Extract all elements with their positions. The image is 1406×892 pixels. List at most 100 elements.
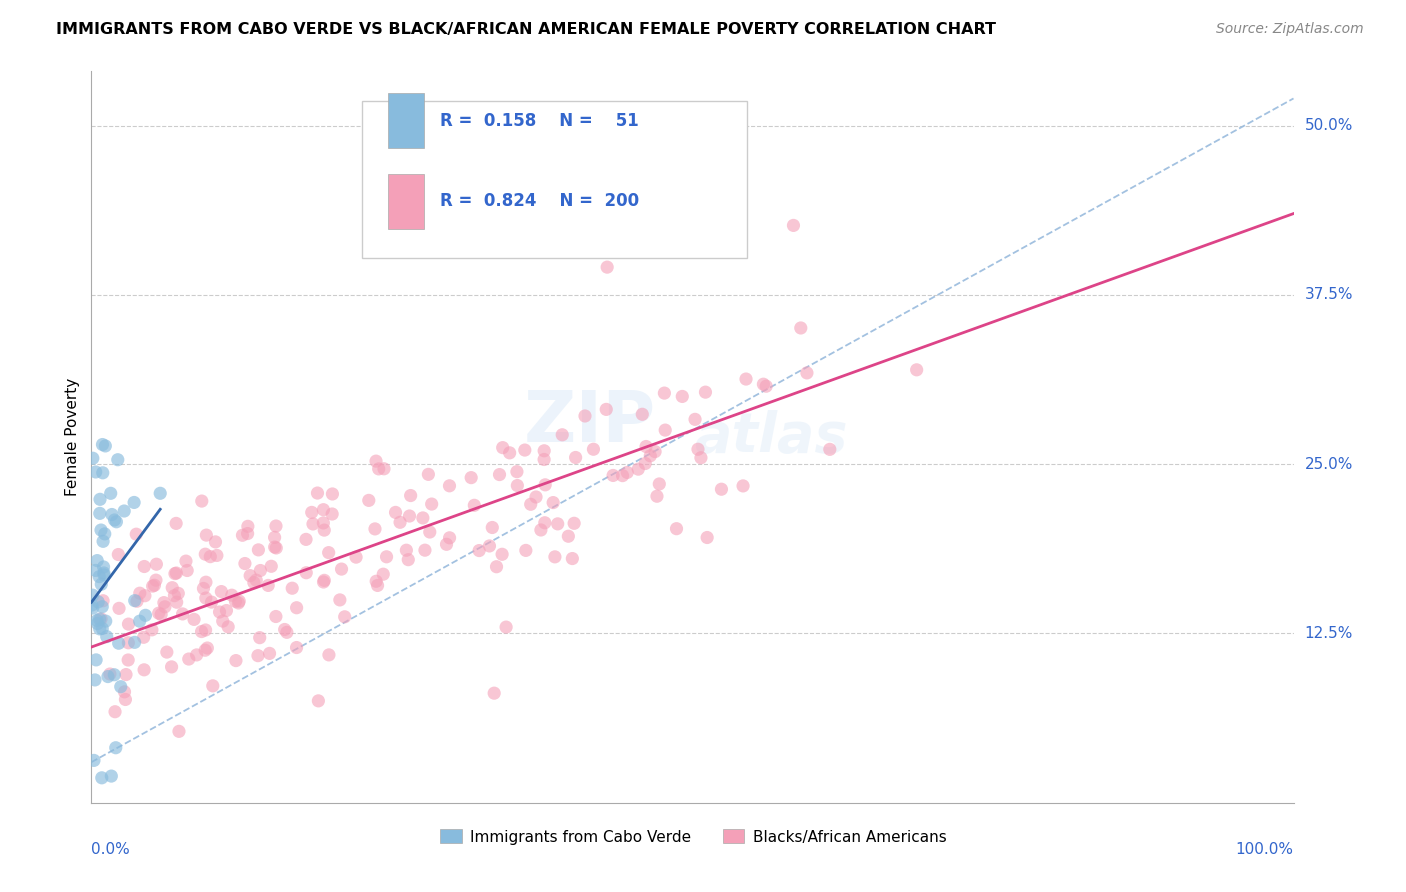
Point bbox=[582, 442, 605, 457]
Point bbox=[439, 531, 461, 545]
Point bbox=[94, 614, 117, 628]
Point bbox=[153, 596, 176, 610]
Point bbox=[321, 487, 343, 501]
Point bbox=[107, 636, 129, 650]
Point bbox=[562, 516, 585, 531]
Point bbox=[398, 508, 420, 523]
Point bbox=[367, 462, 389, 476]
Text: atlas: atlas bbox=[693, 410, 848, 464]
Point bbox=[686, 442, 709, 457]
Point bbox=[312, 574, 335, 589]
Point bbox=[534, 478, 557, 492]
Point bbox=[134, 559, 156, 574]
Point bbox=[91, 466, 114, 480]
Point bbox=[91, 599, 114, 614]
Point bbox=[384, 505, 406, 519]
Point bbox=[498, 446, 520, 460]
Point bbox=[176, 564, 198, 578]
Point bbox=[125, 527, 148, 541]
Point bbox=[413, 543, 436, 558]
Point bbox=[412, 511, 434, 525]
Point bbox=[143, 578, 166, 592]
Point bbox=[796, 366, 818, 380]
Point bbox=[596, 260, 619, 274]
Point bbox=[90, 577, 112, 591]
Point bbox=[117, 653, 139, 667]
Point bbox=[460, 470, 482, 484]
Point bbox=[264, 609, 287, 624]
Point bbox=[124, 635, 146, 649]
Point bbox=[439, 479, 461, 493]
Point bbox=[194, 591, 217, 605]
Point bbox=[117, 636, 139, 650]
Point bbox=[114, 692, 136, 706]
Point bbox=[166, 595, 188, 609]
Point bbox=[905, 363, 928, 377]
Point bbox=[321, 507, 343, 521]
Point bbox=[233, 557, 256, 571]
Point bbox=[366, 574, 388, 589]
Point bbox=[153, 599, 176, 614]
Text: Source: ZipAtlas.com: Source: ZipAtlas.com bbox=[1216, 22, 1364, 37]
Point bbox=[249, 631, 271, 645]
Bar bbox=[388, 174, 425, 228]
Point bbox=[307, 486, 329, 500]
Point bbox=[273, 623, 295, 637]
Point bbox=[142, 579, 165, 593]
Point bbox=[194, 643, 217, 657]
Point bbox=[654, 386, 676, 401]
Point bbox=[301, 505, 323, 519]
Point bbox=[183, 612, 205, 626]
Point bbox=[782, 219, 804, 233]
Point bbox=[228, 594, 250, 608]
Point bbox=[97, 669, 120, 683]
Point bbox=[165, 516, 187, 531]
Point bbox=[710, 482, 733, 496]
Point bbox=[89, 569, 111, 583]
Point bbox=[491, 547, 513, 561]
Point bbox=[91, 593, 114, 607]
Point bbox=[86, 614, 108, 628]
Point bbox=[83, 753, 105, 767]
Point bbox=[110, 680, 132, 694]
Point bbox=[564, 450, 586, 465]
Point bbox=[330, 562, 353, 576]
Point bbox=[357, 493, 380, 508]
Point bbox=[89, 492, 111, 507]
Point bbox=[160, 660, 183, 674]
Point bbox=[156, 645, 179, 659]
Point bbox=[100, 486, 122, 500]
Point bbox=[595, 402, 617, 417]
Text: 0.0%: 0.0% bbox=[91, 842, 131, 856]
Point bbox=[561, 551, 583, 566]
Point bbox=[648, 477, 671, 491]
Point bbox=[84, 465, 107, 479]
Point bbox=[84, 653, 107, 667]
Point bbox=[436, 537, 458, 551]
Point bbox=[114, 685, 136, 699]
Point bbox=[201, 679, 224, 693]
Point bbox=[107, 452, 129, 467]
Point bbox=[132, 663, 155, 677]
Bar bbox=[723, 829, 744, 843]
Point bbox=[631, 407, 654, 421]
Point bbox=[104, 705, 127, 719]
Point bbox=[690, 450, 713, 465]
Point bbox=[285, 640, 308, 655]
Point bbox=[94, 527, 117, 541]
Point bbox=[228, 596, 250, 610]
Point bbox=[134, 608, 156, 623]
Point bbox=[246, 648, 269, 663]
Text: ZIP: ZIP bbox=[524, 388, 657, 457]
Point bbox=[515, 543, 537, 558]
Point bbox=[533, 516, 555, 530]
Point bbox=[100, 769, 122, 783]
Point bbox=[468, 543, 491, 558]
Point bbox=[89, 622, 111, 636]
Point bbox=[818, 442, 841, 457]
Point bbox=[221, 588, 243, 602]
Point bbox=[488, 467, 510, 482]
Point bbox=[530, 523, 553, 537]
Point bbox=[89, 612, 111, 626]
Text: R =  0.158    N =    51: R = 0.158 N = 51 bbox=[440, 112, 638, 129]
